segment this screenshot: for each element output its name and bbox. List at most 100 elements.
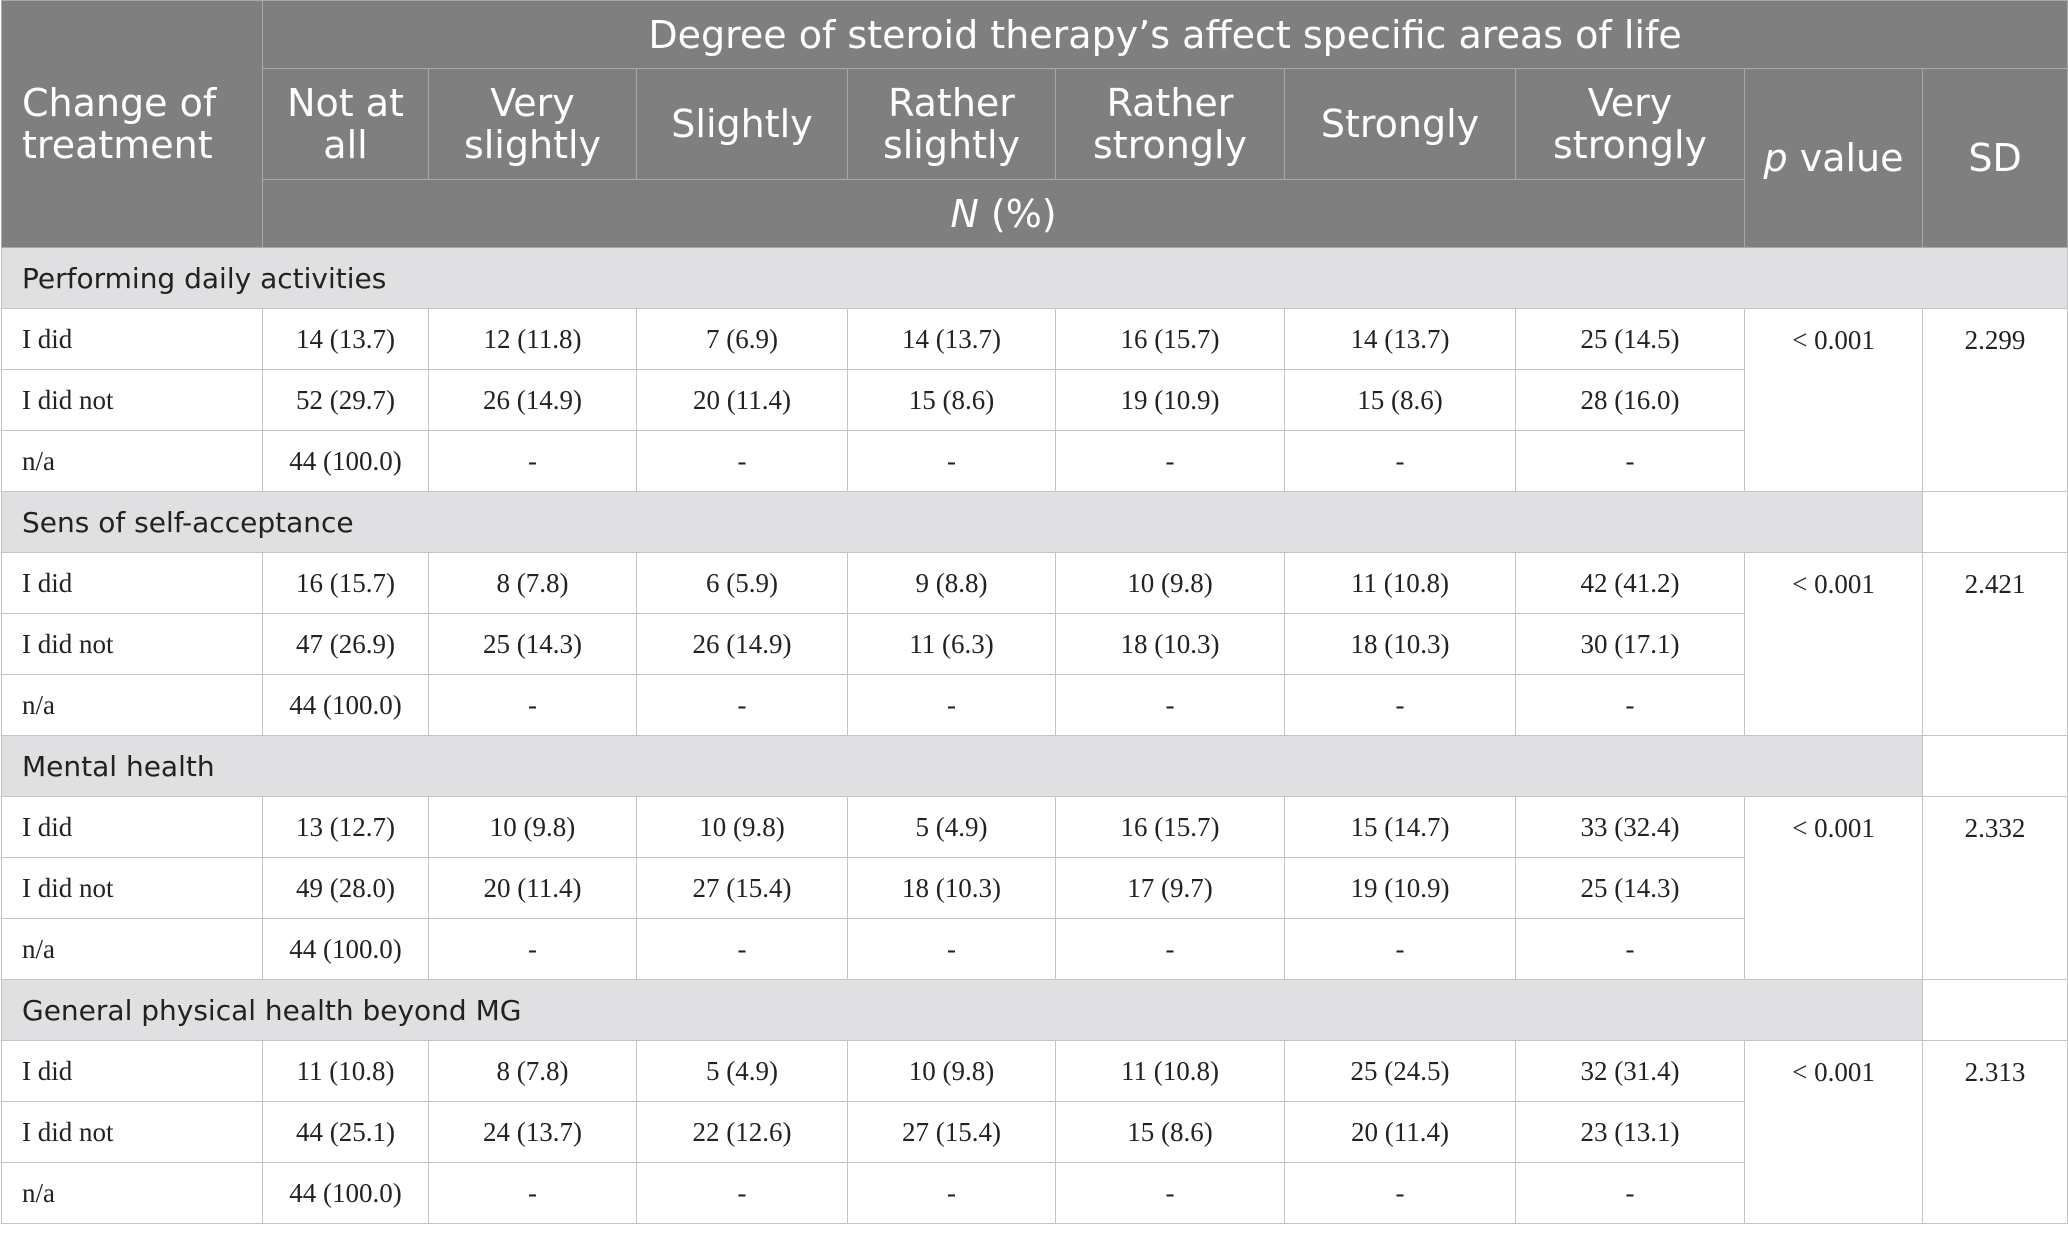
data-cell: 8 (7.8) [428, 552, 637, 614]
section-row: Mental health [1, 735, 2068, 797]
col-header: Strongly [1284, 68, 1516, 180]
data-cell: 17 (9.7) [1055, 857, 1285, 919]
col-header: Rather slightly [847, 68, 1056, 180]
data-cell: 26 (14.9) [428, 369, 637, 431]
row-label: n/a [1, 674, 263, 736]
data-cell: - [428, 1162, 637, 1224]
data-cell: 26 (14.9) [636, 613, 848, 675]
data-cell: 16 (15.7) [1055, 308, 1285, 370]
row-label: I did [1, 796, 263, 858]
data-cell: - [636, 674, 848, 736]
section-title: Sens of self-acceptance [1, 491, 1923, 553]
data-cell: 14 (13.7) [262, 308, 429, 370]
data-cell: - [1055, 430, 1285, 492]
col-header: Rather strongly [1055, 68, 1285, 180]
row-label: I did not [1, 857, 263, 919]
data-cell: 15 (8.6) [1055, 1101, 1285, 1163]
section-title: Mental health [1, 735, 1923, 797]
sd-blank-cell [1921, 491, 2068, 553]
unit-header: N (%) [262, 179, 1745, 248]
data-cell: 11 (10.8) [1055, 1040, 1285, 1102]
data-cell: 33 (32.4) [1515, 796, 1745, 858]
data-cell: - [1055, 918, 1285, 980]
data-cell: 27 (15.4) [636, 857, 848, 919]
col-header: Not at all [262, 68, 429, 180]
row-label: I did not [1, 613, 263, 675]
table-row: I did not 44 (25.1) 24 (13.7) 22 (12.6) 27 (… [1, 1101, 2068, 1163]
row-header-cell: Change of treatment [1, 0, 263, 248]
data-cell: - [636, 1162, 848, 1224]
data-cell: 19 (10.9) [1284, 857, 1516, 919]
data-cell: 44 (100.0) [262, 918, 429, 980]
section-title: Performing daily activities [0, 247, 2068, 309]
data-cell: - [1515, 430, 1745, 492]
p-value-cell: < 0.001 [1744, 552, 1923, 736]
table-body: Performing daily activities I did 14 (13.7… [0, 247, 2068, 1224]
data-cell: 13 (12.7) [262, 796, 429, 858]
n-symbol: N [950, 191, 979, 236]
sd-blank-cell [1921, 979, 2068, 1041]
data-cell: - [1284, 430, 1516, 492]
row-label: I did [1, 308, 263, 370]
row-label: n/a [1, 430, 263, 492]
data-cell: 49 (28.0) [262, 857, 429, 919]
data-cell: - [847, 430, 1056, 492]
data-cell: - [1284, 918, 1516, 980]
data-cell: 10 (9.8) [1055, 552, 1285, 614]
data-cell: 47 (26.9) [262, 613, 429, 675]
data-cell: 20 (11.4) [428, 857, 637, 919]
data-cell: 28 (16.0) [1515, 369, 1745, 431]
section-row: General physical health beyond MG [1, 979, 2068, 1041]
data-cell: 25 (14.5) [1515, 308, 1745, 370]
p-value-cell: < 0.001 [1744, 308, 1923, 492]
data-cell: - [1515, 918, 1745, 980]
data-cell: 5 (4.9) [847, 796, 1056, 858]
data-cell: - [1055, 674, 1285, 736]
section-row: Sens of self-acceptance [1, 491, 2068, 553]
table-row: n/a 44 (100.0) - - - - - - [1, 918, 2068, 980]
row-label: I did not [1, 1101, 263, 1163]
p-value-cell: < 0.001 [1744, 796, 1923, 980]
data-cell: 25 (24.5) [1284, 1040, 1516, 1102]
data-cell: 10 (9.8) [428, 796, 637, 858]
data-cell: 5 (4.9) [636, 1040, 848, 1102]
data-cell: 18 (10.3) [1055, 613, 1285, 675]
p-symbol: p [1763, 136, 1788, 180]
section-row: Performing daily activities [0, 247, 2068, 309]
data-cell: 7 (6.9) [636, 308, 848, 370]
table-row: I did 11 (10.8) 8 (7.8) 5 (4.9) 10 (9.8) 11 (… [1, 1040, 2068, 1224]
data-cell: 10 (9.8) [847, 1040, 1056, 1102]
p-value-label: value [1787, 136, 1904, 180]
data-cell: 22 (12.6) [636, 1101, 848, 1163]
data-cell: - [1284, 1162, 1516, 1224]
sd-cell: 2.421 [1921, 552, 2068, 736]
p-value-cell: < 0.001 [1744, 1040, 1923, 1224]
data-cell: - [1515, 1162, 1745, 1224]
col-header: Very strongly [1515, 68, 1745, 180]
sd-blank-cell [1921, 735, 2068, 797]
sd-header: SD [1921, 68, 2068, 248]
data-cell: 44 (100.0) [262, 674, 429, 736]
data-cell: 20 (11.4) [1284, 1101, 1516, 1163]
data-cell: - [1055, 1162, 1285, 1224]
unit-label: (%) [978, 191, 1057, 236]
data-cell: 6 (5.9) [636, 552, 848, 614]
data-cell: - [847, 918, 1056, 980]
data-cell: 25 (14.3) [428, 613, 637, 675]
data-cell: - [1515, 674, 1745, 736]
data-cell: - [636, 918, 848, 980]
table-row: n/a 44 (100.0) - - - - - - [1, 1162, 2068, 1224]
data-cell: - [847, 674, 1056, 736]
data-cell: 15 (8.6) [1284, 369, 1516, 431]
data-cell: 44 (100.0) [262, 1162, 429, 1224]
table-row: n/a 44 (100.0) - - - - - - [1, 674, 2068, 736]
data-cell: 30 (17.1) [1515, 613, 1745, 675]
data-cell: 16 (15.7) [1055, 796, 1285, 858]
data-cell: 16 (15.7) [262, 552, 429, 614]
table-row: I did 14 (13.7) 12 (11.8) 7 (6.9) 14 (13.7) 1… [1, 308, 2068, 492]
table-title: Degree of steroid therapy’s affect speci… [261, 0, 2068, 69]
row-label: n/a [1, 918, 263, 980]
data-cell: 25 (14.3) [1515, 857, 1745, 919]
data-cell: 32 (31.4) [1515, 1040, 1745, 1102]
results-table: Change of treatment Degree of steroid th… [0, 0, 2068, 1224]
